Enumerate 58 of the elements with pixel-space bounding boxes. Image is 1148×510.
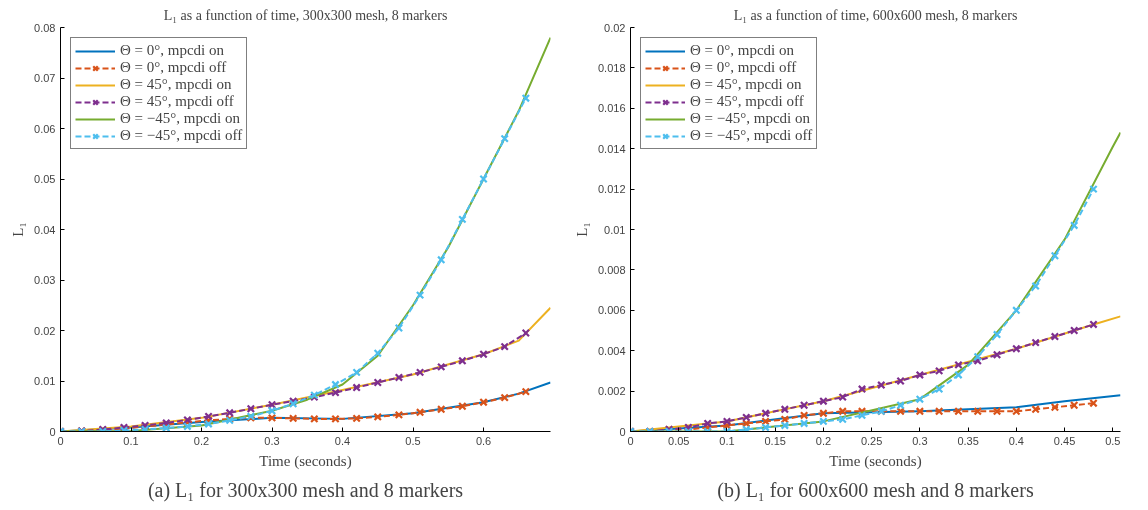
legend-label: Θ = 45°, mpcdi off — [690, 93, 804, 110]
text: (a) L₁ for 300x300 mesh and 8 markers — [147, 478, 464, 502]
x-tick-label: 0.05 — [668, 434, 690, 447]
y-tick-label: 0.02 — [604, 21, 626, 34]
y-tick-label: 0.006 — [597, 304, 626, 317]
x-axis-title: Time (seconds) — [259, 452, 352, 470]
x-tick-label: 0.1 — [123, 434, 139, 447]
y-axis-title: L₁ — [10, 222, 27, 237]
y-tick-label: 0.008 — [597, 263, 626, 276]
chart-title: L₁ as a function of time, 600x600 mesh, 8 markers — [733, 7, 1018, 23]
legend-label: Θ = 0°, mpcdi off — [690, 59, 797, 76]
x-tick-label: 0.15 — [764, 434, 786, 447]
x-tick-label: 0.2 — [193, 434, 210, 447]
y-tick-label: 0.02 — [34, 324, 56, 337]
y-tick-label: 0 — [49, 425, 56, 438]
y-tick-label: 0.002 — [597, 385, 626, 398]
x-tick-label: 0.35 — [957, 434, 979, 447]
y-tick-label: 0.03 — [34, 274, 56, 286]
chart-title: L₁ as a function of time, 300x300 mesh, 8 markers — [163, 7, 448, 23]
y-axis-title: L₁ — [573, 222, 590, 237]
x-tick-label: 0.3 — [912, 434, 928, 447]
x-tick-label: 0.4 — [334, 434, 351, 447]
x-tick-label: 0.2 — [815, 434, 832, 447]
x-axis-title: Time (seconds) — [829, 452, 922, 470]
y-tick-label: 0.07 — [34, 72, 56, 84]
legend-label: Θ = −45°, mpcdi off — [690, 127, 813, 144]
y-tick-label: 0.018 — [597, 61, 626, 74]
y-tick-label: 0.016 — [597, 102, 626, 115]
y-tick-label: 0.004 — [597, 344, 626, 357]
y-tick-label: 0.08 — [34, 21, 56, 34]
x-tick-label: 0.4 — [1008, 434, 1024, 447]
y-tick-label: 0.012 — [597, 183, 626, 196]
y-tick-label: 0.05 — [34, 173, 56, 185]
x-tick-label: 0.3 — [264, 434, 280, 447]
legend-label: Θ = 45°, mpcdi off — [120, 93, 234, 110]
legend-label: Θ = −45°, mpcdi on — [690, 110, 810, 127]
y-tick-label: 0.04 — [34, 223, 56, 236]
text: (b) L₁ for 600x600 mesh and 8 markers — [717, 478, 1034, 502]
legend-label: Θ = 45°, mpcdi on — [120, 76, 232, 93]
legend-label: Θ = 0°, mpcdi on — [690, 42, 795, 59]
y-tick-label: 0.014 — [597, 142, 626, 155]
x-tick-label: 0.5 — [1105, 434, 1121, 447]
y-tick-label: 0 — [619, 425, 626, 438]
legend-label: Θ = 0°, mpcdi on — [120, 42, 225, 59]
x-tick-label: 0.25 — [860, 434, 883, 447]
y-tick-label: 0.01 — [604, 223, 626, 236]
x-tick-label: 0 — [57, 434, 64, 447]
x-tick-label: 0 — [627, 434, 634, 447]
x-tick-label: 0.6 — [475, 434, 492, 447]
y-tick-label: 0.01 — [34, 375, 56, 387]
x-tick-label: 0.5 — [405, 434, 421, 447]
x-tick-label: 0.1 — [719, 434, 735, 447]
legend-label: Θ = −45°, mpcdi on — [120, 110, 240, 127]
y-tick-label: 0.06 — [34, 122, 56, 135]
x-tick-label: 0.45 — [1053, 434, 1076, 447]
legend-label: Θ = 45°, mpcdi on — [690, 76, 802, 93]
legend-label: Θ = 0°, mpcdi off — [120, 59, 227, 76]
legend-label: Θ = −45°, mpcdi off — [120, 127, 243, 144]
